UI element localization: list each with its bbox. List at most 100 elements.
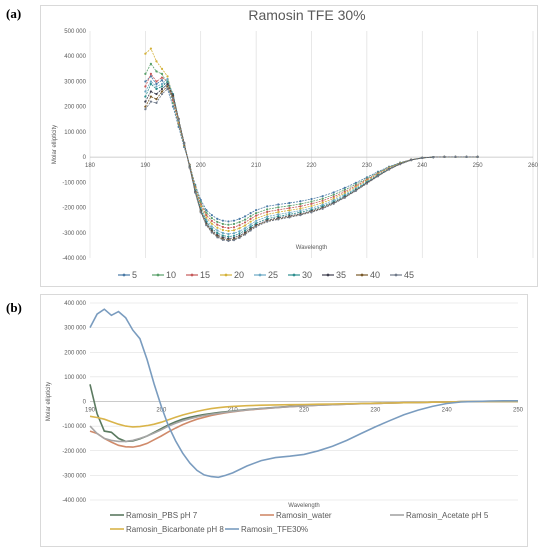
data-point: [243, 229, 247, 232]
data-point: [288, 213, 291, 216]
y-tick-label: -300 000: [62, 473, 86, 479]
data-point: [321, 195, 324, 198]
data-point: [160, 92, 164, 96]
y-tick-label: 300 000: [64, 79, 86, 85]
data-point: [144, 100, 147, 103]
data-point: [160, 79, 164, 82]
data-point: [216, 236, 219, 239]
x-tick-label: 230: [370, 408, 381, 414]
data-point: [277, 210, 280, 214]
data-point: [238, 232, 241, 235]
data-point: [144, 90, 147, 93]
legend-label: Ramosin_Acetate pH 5: [406, 511, 489, 520]
data-point: [221, 238, 224, 241]
legend-label: 15: [200, 270, 210, 280]
x-axis-title: Wavelength: [288, 503, 319, 509]
legend-label: Ramosin_Bicarbonate pH 8: [126, 525, 224, 534]
data-point: [421, 156, 424, 159]
data-point: [155, 82, 158, 86]
data-point: [227, 229, 230, 233]
data-point: [332, 197, 335, 200]
x-tick-label: 260: [528, 163, 539, 169]
legend-marker: [292, 273, 296, 277]
data-point: [243, 215, 247, 218]
data-point: [205, 224, 208, 227]
x-axis-title: Wavelength: [296, 245, 327, 251]
data-point: [210, 227, 213, 230]
legend-marker: [122, 273, 126, 277]
data-point: [227, 235, 230, 238]
data-point: [155, 70, 158, 73]
legend-label: 20: [234, 270, 244, 280]
data-point: [188, 166, 191, 169]
y-tick-label: 100 000: [64, 375, 86, 381]
legend-marker: [360, 273, 364, 277]
data-point: [205, 218, 208, 222]
data-point: [332, 191, 335, 194]
y-axis-title: Molar ellipticity: [52, 125, 58, 164]
x-tick-label: 210: [251, 163, 262, 169]
data-point: [410, 159, 413, 162]
data-point: [144, 80, 147, 83]
data-point: [238, 224, 241, 227]
data-point: [210, 217, 213, 220]
data-point: [238, 230, 241, 233]
data-point: [332, 202, 335, 205]
y-tick-label: 300 000: [64, 326, 86, 332]
series-line: [89, 308, 518, 479]
y-tick-label: -400 000: [62, 498, 86, 504]
data-point: [343, 188, 346, 191]
legend-marker: [156, 273, 160, 277]
data-point: [199, 211, 202, 214]
data-point: [255, 214, 258, 217]
legend-label: Ramosin_TFE30%: [241, 525, 308, 534]
data-point: [343, 192, 346, 195]
data-point: [454, 155, 457, 158]
data-point: [149, 90, 153, 93]
data-point: [321, 203, 324, 206]
legend-label: 25: [268, 270, 278, 280]
series-line: [89, 400, 518, 428]
data-point: [288, 204, 291, 207]
data-point: [310, 211, 313, 214]
data-point: [166, 87, 169, 91]
x-tick-label: 220: [306, 163, 317, 169]
data-point: [288, 206, 291, 210]
data-point: [227, 226, 230, 230]
data-point: [310, 202, 313, 205]
y-tick-label: -100 000: [62, 424, 86, 430]
data-point: [299, 205, 302, 208]
data-point: [299, 207, 302, 210]
legend-label: 40: [370, 270, 380, 280]
data-point: [332, 199, 335, 202]
data-point: [232, 219, 236, 222]
data-point: [255, 217, 258, 220]
data-point: [288, 209, 291, 212]
data-point: [255, 208, 258, 212]
data-point: [255, 225, 258, 228]
data-point: [149, 100, 153, 103]
data-point: [277, 218, 280, 221]
data-point: [221, 231, 224, 235]
data-point: [243, 227, 247, 230]
y-tick-label: 400 000: [64, 54, 86, 60]
data-point: [266, 205, 269, 208]
data-point: [238, 234, 241, 237]
data-point: [166, 82, 169, 86]
data-point: [144, 72, 147, 75]
data-point: [149, 72, 153, 75]
data-point: [166, 77, 169, 81]
chart-a-frame: [40, 5, 538, 287]
data-point: [310, 204, 313, 208]
x-tick-label: 250: [473, 163, 484, 169]
data-point: [221, 222, 224, 226]
data-point: [210, 222, 213, 225]
data-point: [155, 98, 158, 101]
data-point: [144, 95, 147, 98]
data-point: [255, 219, 258, 223]
data-point: [232, 222, 236, 226]
data-point: [238, 236, 241, 239]
data-point: [221, 228, 224, 232]
y-tick-label: 0: [83, 155, 87, 161]
data-point: [166, 85, 169, 88]
